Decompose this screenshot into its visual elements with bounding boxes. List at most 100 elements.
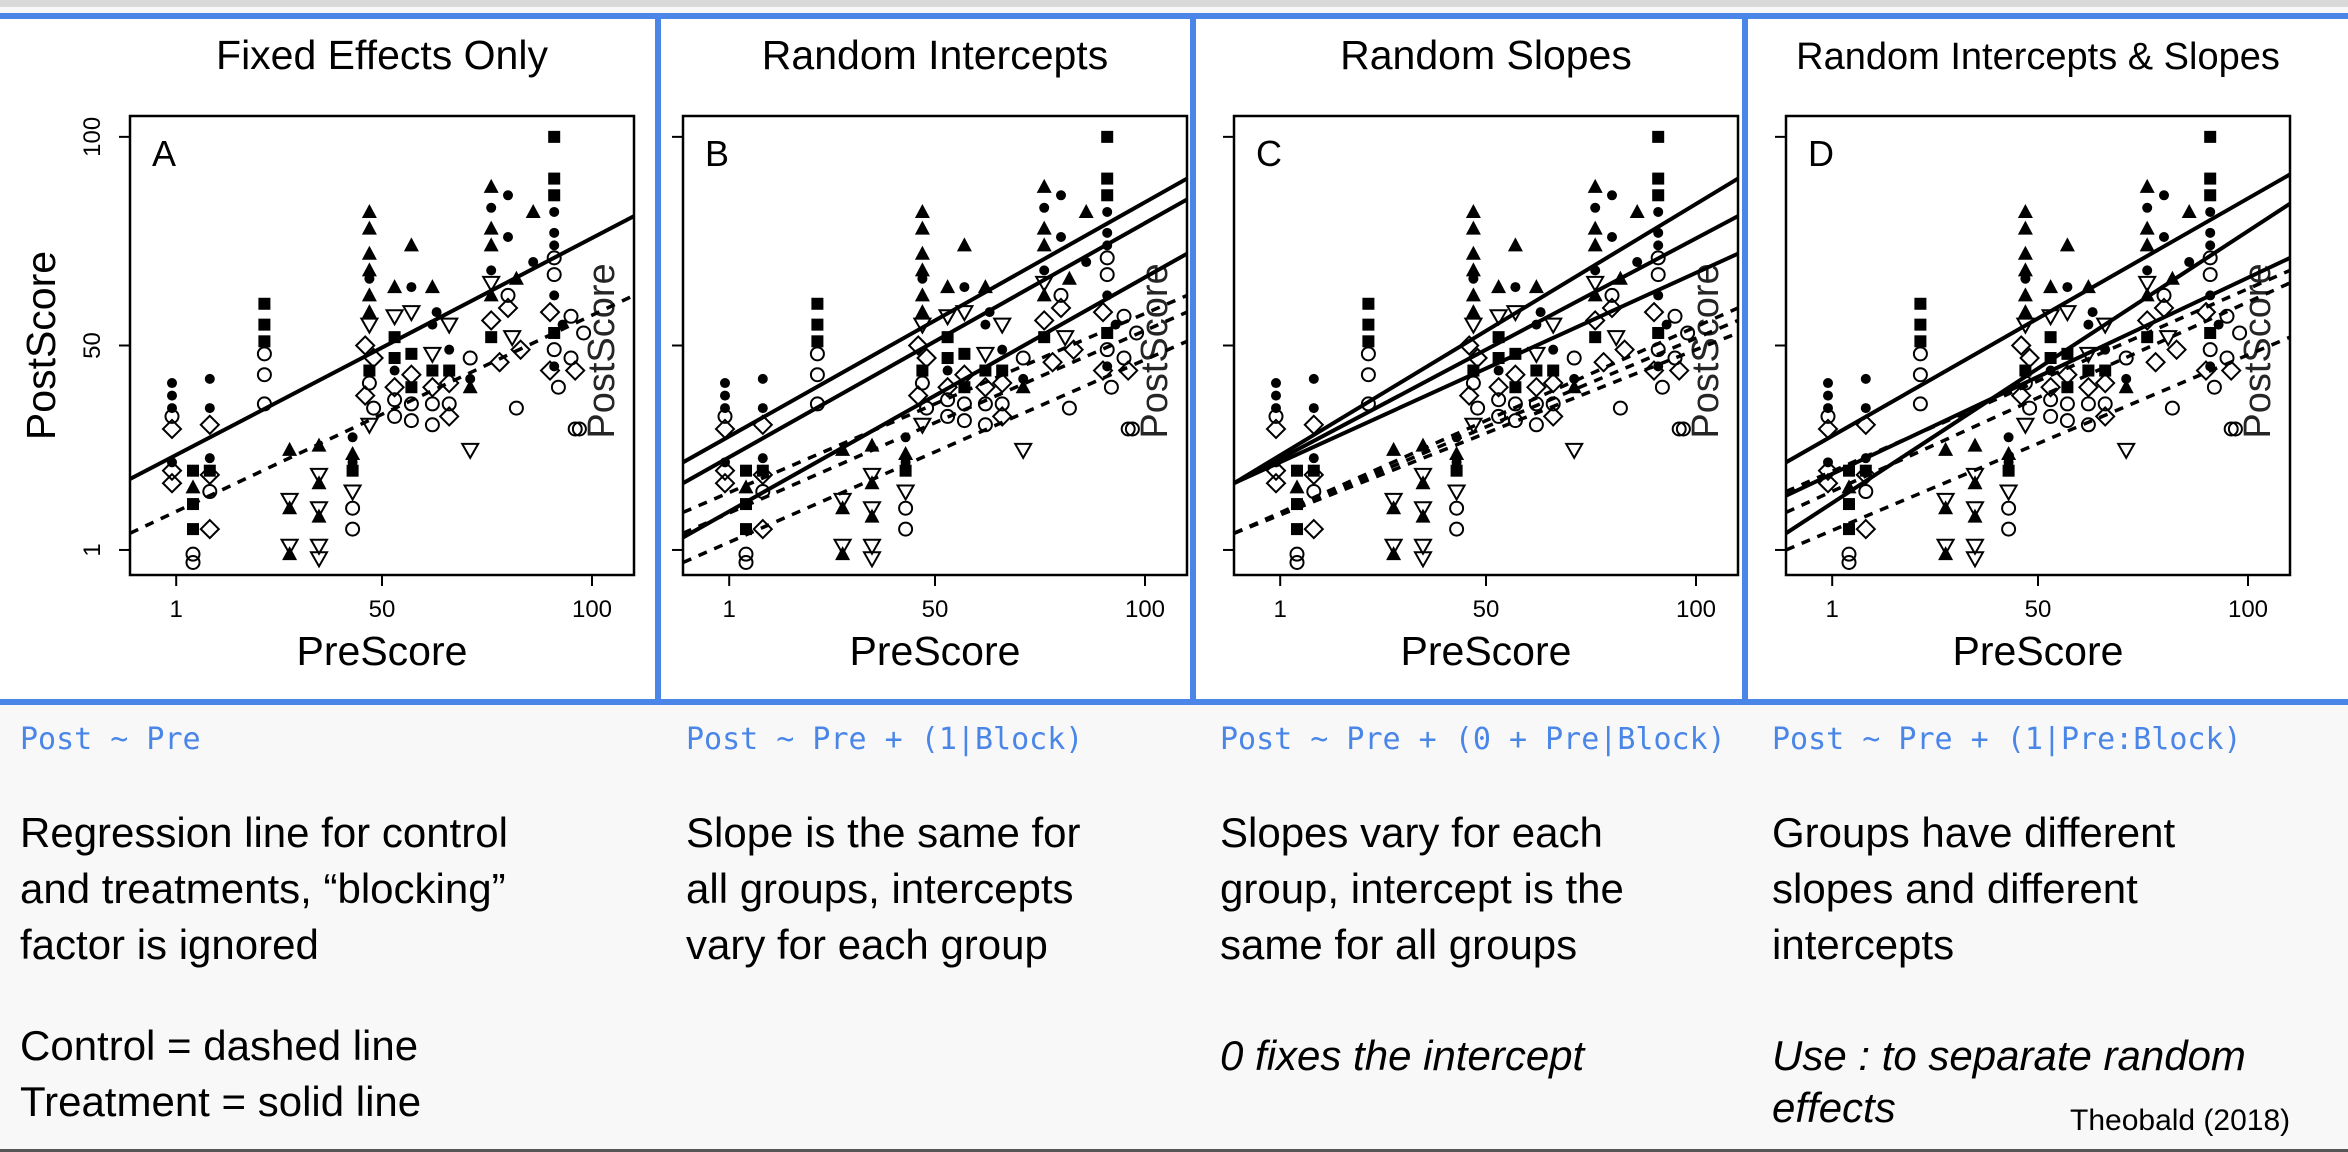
note-separate-random-effects: Use : to separate random effects — [1772, 1032, 2246, 1131]
point-triangle-down — [309, 501, 329, 519]
point-triangle — [1938, 500, 1954, 515]
panel-letter: D — [1808, 133, 1834, 174]
point-triangle-down — [422, 346, 443, 364]
point-triangle-down — [862, 551, 882, 569]
point-dot — [528, 257, 539, 268]
description-random-slopes: Slopes vary for each group, intercept is… — [1220, 805, 1624, 973]
point-triangle — [1967, 508, 1983, 523]
point-dot — [720, 390, 730, 401]
y-tick-label: 1 — [79, 543, 106, 556]
treatment-line — [1234, 214, 1738, 485]
point-square — [405, 347, 418, 360]
point-dot — [2159, 232, 2169, 243]
point-triangle — [1491, 279, 1507, 294]
point-triangle — [1386, 500, 1402, 515]
point-triangle-down — [481, 275, 501, 293]
point-triangle — [282, 546, 298, 561]
point-triangle-down — [862, 538, 882, 556]
x-axis-label: PreScore — [297, 628, 468, 674]
frame-top-border — [0, 13, 2348, 19]
point-circle — [809, 346, 825, 362]
point-circle — [576, 325, 592, 341]
point-triangle-down — [862, 467, 882, 485]
point-triangle — [1036, 220, 1052, 235]
point-diamond — [974, 376, 996, 398]
panel-divider — [1190, 13, 1196, 705]
point-triangle — [1036, 287, 1052, 302]
point-square — [1362, 297, 1375, 310]
point-circle — [898, 500, 914, 516]
point-circle — [2001, 500, 2017, 516]
point-dot — [1653, 240, 1664, 251]
frame-bottom-border — [0, 699, 2348, 705]
point-circle — [387, 408, 403, 424]
point-square — [1843, 498, 1855, 511]
point-circle — [1061, 400, 1077, 416]
description-line: same for all groups — [1220, 921, 1578, 968]
point-triangle-down — [1564, 442, 1584, 460]
point-diamond — [1593, 351, 1615, 373]
point-dot — [503, 190, 513, 201]
point-triangle-down — [1488, 309, 1509, 327]
point-circle — [2080, 396, 2096, 412]
point-triangle-down — [992, 317, 1012, 335]
point-triangle — [2017, 220, 2033, 235]
point-diamond — [991, 372, 1013, 394]
point-diamond — [2220, 360, 2242, 381]
point-circle — [1124, 421, 1140, 437]
point-diamond — [400, 364, 422, 386]
point-circle — [717, 408, 733, 424]
point-square — [1652, 326, 1665, 339]
point-circle — [2223, 421, 2239, 437]
point-triangle-down — [439, 317, 459, 335]
point-circle — [500, 287, 516, 303]
point-triangle-down — [1413, 551, 1433, 569]
point-dot — [1548, 344, 1559, 355]
x-tick-label: 100 — [1125, 596, 1165, 623]
point-dot — [757, 453, 768, 464]
control-line — [1234, 331, 1738, 535]
point-triangle — [1386, 441, 1402, 456]
point-triangle — [1938, 441, 1954, 456]
point-circle — [1449, 521, 1465, 537]
point-circle — [202, 484, 218, 500]
point-dot — [1056, 232, 1066, 243]
point-triangle — [483, 220, 499, 235]
point-circle — [977, 396, 993, 412]
point-triangle — [1507, 237, 1523, 252]
point-square — [1362, 318, 1375, 331]
legend-control: Control = dashed line — [20, 1022, 419, 1069]
point-diamond — [2136, 310, 2158, 331]
point-diamond — [497, 297, 519, 319]
point-circle — [1289, 546, 1305, 562]
point-triangle — [1465, 245, 1481, 260]
point-circle — [1470, 400, 1486, 416]
x-axis-label: PreScore — [1953, 628, 2124, 674]
point-circle — [366, 400, 382, 416]
figure-panel-row: Fixed Effects Only A 1 50 100 1 50 100 PreScore P… — [0, 13, 2348, 705]
x-tick-label: 100 — [572, 596, 612, 623]
point-triangle — [1449, 445, 1465, 460]
point-square — [1914, 335, 1927, 348]
point-circle — [424, 417, 440, 433]
point-circle — [738, 546, 754, 562]
point-triangle — [2139, 237, 2155, 252]
point-triangle-down — [1965, 501, 1985, 519]
point-circle — [898, 521, 914, 537]
point-square — [811, 318, 824, 331]
point-triangle — [914, 262, 930, 277]
x-tick-label: 1 — [170, 596, 183, 623]
point-circle — [345, 521, 361, 537]
point-square — [363, 364, 376, 377]
point-triangle-down — [1526, 346, 1547, 364]
point-triangle-down — [359, 317, 380, 335]
point-square — [811, 297, 824, 310]
point-triangle — [361, 262, 377, 277]
point-circle — [738, 554, 754, 570]
point-circle — [1612, 400, 1628, 416]
point-circle — [2059, 413, 2075, 429]
point-circle — [1449, 500, 1465, 516]
point-dot — [2205, 206, 2216, 217]
point-square — [996, 364, 1009, 377]
point-square — [258, 297, 271, 310]
